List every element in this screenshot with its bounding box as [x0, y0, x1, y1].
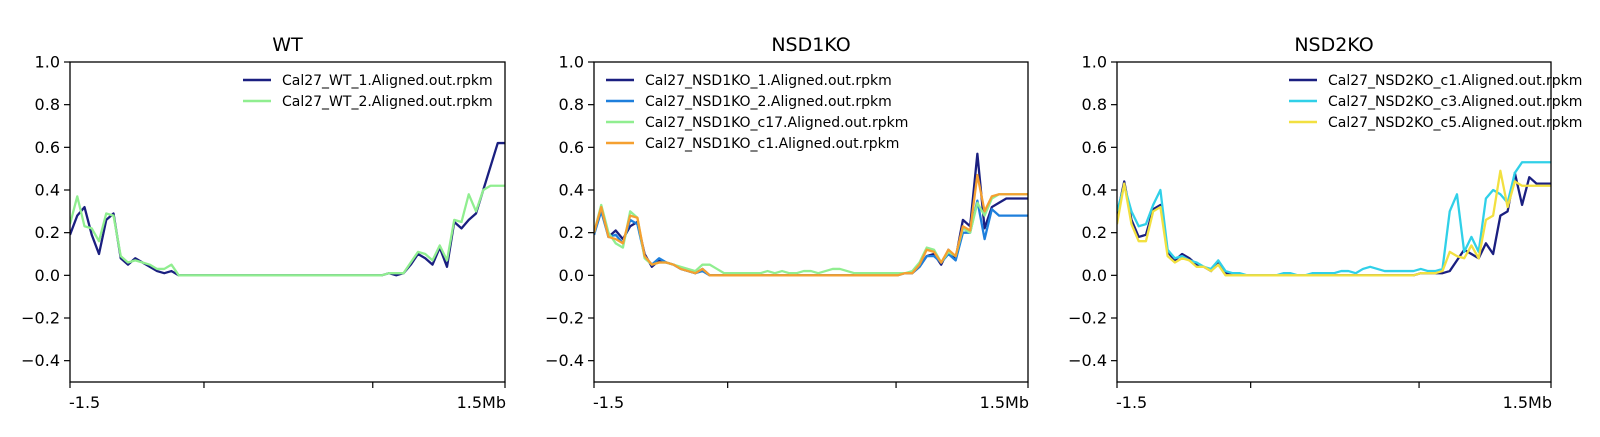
chart-title: NSD2KO [1294, 34, 1373, 56]
y-tick-label: −0.2 [1068, 309, 1107, 328]
series-line [70, 141, 505, 277]
y-tick-label: 0.6 [559, 138, 584, 157]
x-tick-label: -1.5 [593, 393, 624, 412]
chart-panel: WT −0.4 −0.2 0.0 0.2 0.4 0.6 0.8 1.0 -1.5 1.5Mb Cal… [21, 34, 506, 412]
y-tick-label: −0.2 [545, 309, 584, 328]
chart-title: WT [272, 34, 303, 56]
x-tick-label: 1.5Mb [1503, 393, 1552, 412]
x-tick-label: -1.5 [1116, 393, 1147, 412]
series-line [70, 184, 505, 277]
y-tick-label: 0.0 [1082, 266, 1107, 285]
series-line [594, 173, 1028, 277]
legend-label: Cal27_NSD1KO_c17.Aligned.out.rpkm [645, 115, 908, 131]
legend-label: Cal27_NSD1KO_c1.Aligned.out.rpkm [645, 136, 899, 152]
y-tick-label: 1.0 [559, 53, 584, 72]
chart-title: NSD1KO [771, 34, 850, 56]
legend-label: Cal27_NSD1KO_2.Aligned.out.rpkm [645, 94, 892, 110]
y-tick-label: 0.0 [559, 266, 584, 285]
chart-panel: NSD1KO −0.4 −0.2 0.0 0.2 0.4 0.6 0.8 1.0 -1.5 1.5M… [545, 34, 1029, 412]
y-tick-label: 1.0 [35, 53, 60, 72]
series-line [594, 199, 1028, 277]
legend-label: Cal27_WT_1.Aligned.out.rpkm [282, 73, 493, 89]
y-tick-label: 0.6 [35, 138, 60, 157]
y-tick-label: 0.2 [35, 223, 60, 242]
x-tick-label: 1.5Mb [457, 393, 506, 412]
y-tick-label: −0.4 [545, 351, 584, 370]
legend-label: Cal27_NSD2KO_c3.Aligned.out.rpkm [1328, 94, 1582, 110]
y-tick-label: −0.4 [21, 351, 60, 370]
y-tick-label: 0.4 [1082, 181, 1107, 200]
x-tick-label: -1.5 [69, 393, 100, 412]
series-line [1117, 169, 1551, 277]
y-tick-label: 1.0 [1082, 53, 1107, 72]
series-line [594, 152, 1028, 277]
y-tick-label: 0.8 [1082, 95, 1107, 114]
legend-label: Cal27_WT_2.Aligned.out.rpkm [282, 94, 493, 110]
y-tick-label: 0.2 [559, 223, 584, 242]
y-tick-label: 0.8 [559, 95, 584, 114]
legend: Cal27_NSD1KO_1.Aligned.out.rpkm Cal27_NSD… [606, 73, 908, 152]
legend-label: Cal27_NSD2KO_c5.Aligned.out.rpkm [1328, 115, 1582, 131]
y-tick-label: 0.2 [1082, 223, 1107, 242]
chart-panel: NSD2KO −0.4 −0.2 0.0 0.2 0.4 0.6 0.8 1.0 -1.5 1.5M… [1068, 34, 1582, 412]
plot-frame [69, 61, 506, 383]
legend-label: Cal27_NSD2KO_c1.Aligned.out.rpkm [1328, 73, 1582, 89]
y-tick-label: 0.8 [35, 95, 60, 114]
y-tick-label: 0.4 [559, 181, 584, 200]
legend: Cal27_NSD2KO_c1.Aligned.out.rpkm Cal27_NS… [1289, 73, 1582, 131]
legend-label: Cal27_NSD1KO_1.Aligned.out.rpkm [645, 73, 892, 89]
x-tick-label: 1.5Mb [980, 393, 1029, 412]
y-tick-label: 0.4 [35, 181, 60, 200]
y-tick-label: −0.4 [1068, 351, 1107, 370]
plot-frame [1116, 61, 1552, 383]
y-tick-label: 0.6 [1082, 138, 1107, 157]
y-tick-label: −0.2 [21, 309, 60, 328]
plot-frame [593, 61, 1029, 383]
y-tick-label: 0.0 [35, 266, 60, 285]
legend: Cal27_WT_1.Aligned.out.rpkm Cal27_WT_2.Al… [243, 73, 493, 110]
